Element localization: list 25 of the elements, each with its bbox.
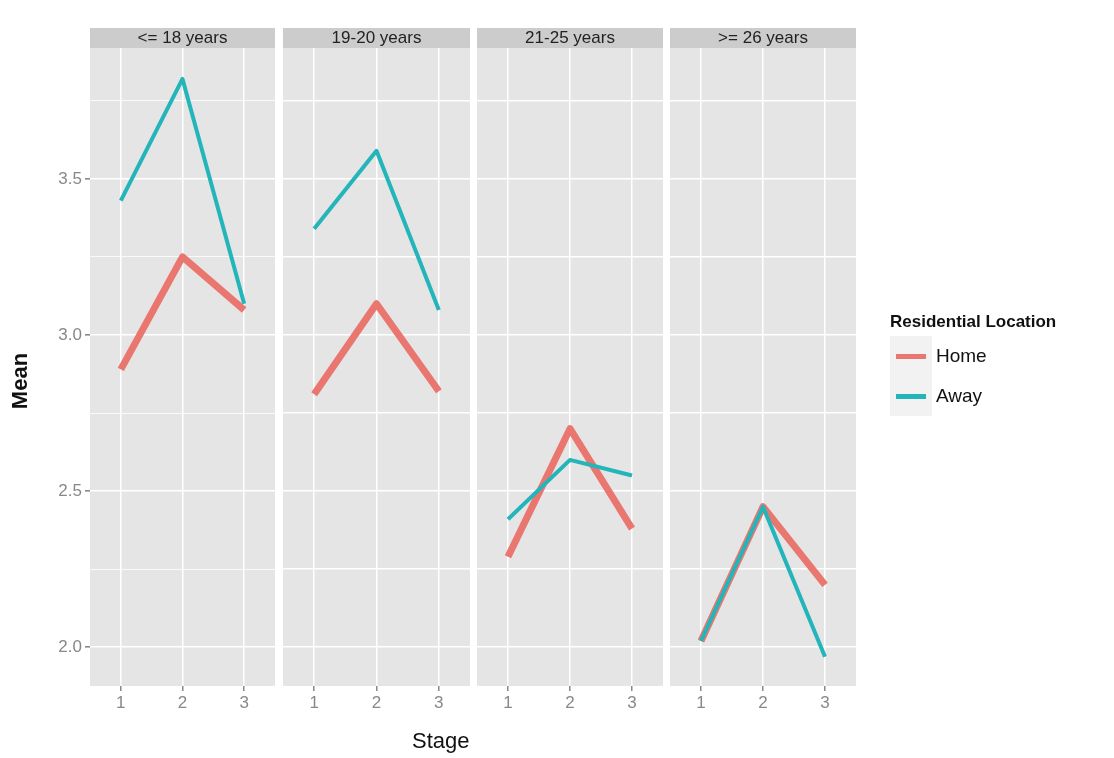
x-tick-label: 3: [434, 692, 444, 712]
legend-label: Away: [936, 385, 983, 407]
x-tick-label: 2: [758, 692, 768, 712]
x-tick-label: 1: [309, 692, 319, 712]
chart-title: <= 18 years: [90, 28, 275, 48]
y-tick-label: 2.5: [58, 480, 82, 500]
chart-title: >= 26 years: [670, 28, 856, 48]
y-tick-label: 3.5: [58, 168, 82, 188]
x-tick-label: 3: [239, 692, 249, 712]
chart-title: 21-25 years: [477, 28, 663, 48]
x-tick-label: 2: [565, 692, 575, 712]
x-tick-label: 2: [177, 692, 188, 712]
x-tick-label: 1: [696, 692, 706, 712]
y-tick-label: 3.0: [58, 324, 82, 344]
x-tick-label: 1: [503, 692, 513, 712]
x-tick-label: 3: [627, 692, 637, 712]
x-tick-label: 3: [820, 692, 830, 712]
y-tick-label: 2.0: [58, 636, 82, 656]
legend-title: Residential Location: [890, 312, 1057, 332]
x-tick-label: 1: [116, 692, 126, 712]
legend-label: Home: [936, 345, 987, 367]
y-axis-title: Mean: [7, 352, 34, 410]
x-axis-title: Stage: [412, 728, 470, 754]
chart-title: 19-20 years: [283, 28, 470, 48]
x-tick-label: 2: [371, 692, 382, 712]
